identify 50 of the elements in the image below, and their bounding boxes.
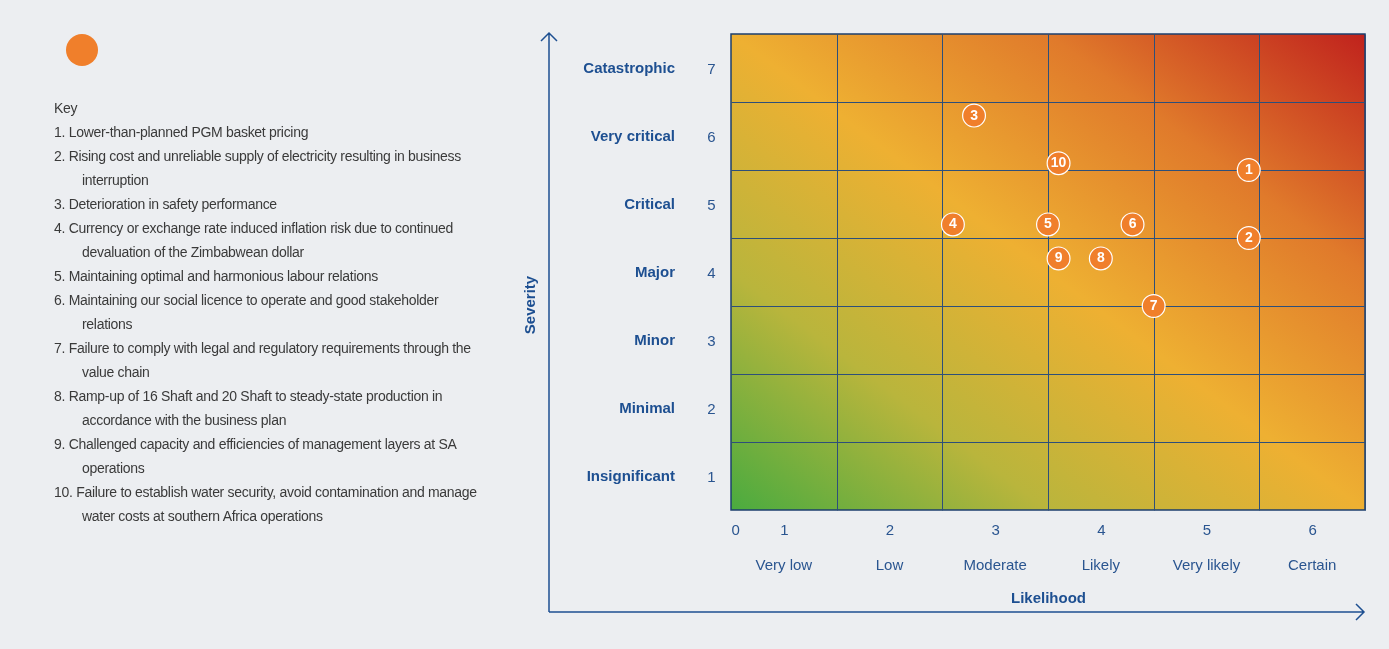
x-tick-label: 4: [1097, 520, 1106, 538]
text: Key: [54, 99, 79, 118]
series-label: 10: [1050, 154, 1067, 171]
text: Catastrophic: [583, 59, 675, 76]
y-tick-label: 2: [707, 399, 716, 417]
text: 2. Rising cost and unreliable supply of electricity resulting in business interruption: [54, 147, 462, 190]
text: Low: [875, 556, 904, 573]
series-label: 4: [949, 215, 957, 232]
text: 8. Ramp-up of 16 Shaft and 20 Shaft to steady-state production in accordance with the business plan: [54, 387, 444, 430]
y-tick-label: 5: [707, 195, 716, 213]
text: Likely: [1081, 556, 1121, 573]
text: Severity: [520, 275, 538, 335]
x-tick-label: 3: [991, 520, 1000, 538]
series-label: 3: [970, 106, 979, 123]
text: Major: [634, 263, 676, 280]
series-label: 2: [1244, 229, 1253, 245]
text: 1. Lower-than-planned PGM basket pricing: [54, 123, 310, 142]
x-axis-title: Likelihood: [1011, 588, 1086, 606]
series-label: 1: [1244, 161, 1253, 177]
text: Very critical: [590, 127, 675, 144]
x-tick-label: 1: [780, 520, 789, 538]
series-label: 6: [1128, 215, 1137, 232]
x-tick-label: 2: [885, 520, 895, 538]
text: Insignificant: [586, 467, 675, 484]
text: Minimal: [619, 399, 675, 416]
y-tick-label: 1: [707, 467, 716, 485]
text: Minor: [634, 331, 676, 348]
text: Critical: [624, 195, 675, 212]
text: 7. Failure to comply with legal and regulatory requirements through the value chain: [54, 339, 472, 382]
text: 3. Deterioration in safety performance: [54, 195, 278, 214]
y-tick-label: 7: [707, 59, 716, 77]
text: 6. Maintaining our social licence to operate and good stakeholder relations: [54, 291, 440, 334]
x-tick-label: 0: [731, 520, 740, 538]
series-label: 7: [1149, 297, 1158, 313]
y-tick-label: 4: [707, 263, 716, 281]
text: 5. Maintaining optimal and harmonious labour relations: [54, 267, 379, 286]
text: Certain: [1287, 556, 1337, 573]
series-label: 5: [1044, 215, 1053, 232]
text: Very likely: [1172, 556, 1241, 573]
y-tick-label: 3: [707, 331, 716, 349]
text: Moderate: [963, 556, 1027, 573]
text: 9. Challenged capacity and efficiencies of management layers at SA operations: [54, 435, 458, 478]
x-tick-label: 5: [1202, 520, 1212, 538]
y-tick-label: 6: [707, 127, 716, 145]
series-label: 9: [1054, 249, 1063, 266]
series-label: 8: [1096, 249, 1105, 266]
text: Very low: [755, 556, 813, 573]
text: 4. Currency or exchange rate induced inflation risk due to continued devaluation of the Zimbabwean dollar: [54, 219, 455, 262]
text: 10. Failure to establish water security, avoid contamination and manage water costs at southern Africa operations: [54, 483, 478, 526]
x-tick-label: 6: [1308, 520, 1317, 538]
